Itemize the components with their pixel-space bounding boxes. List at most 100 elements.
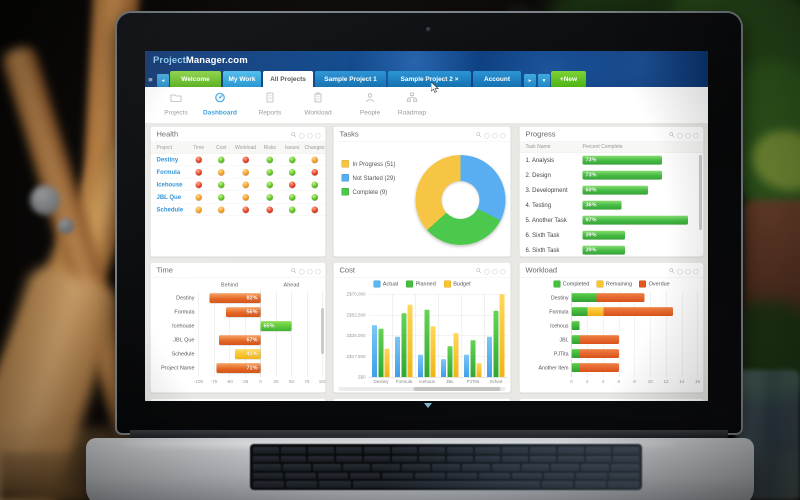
key bbox=[574, 481, 606, 488]
axis-tick: 75 bbox=[304, 379, 310, 384]
panel-option-icon[interactable] bbox=[307, 268, 313, 275]
new-button[interactable]: +New bbox=[551, 71, 586, 87]
search-icon[interactable] bbox=[669, 131, 675, 140]
table-row: 6. Sixth Task 39% bbox=[520, 243, 700, 257]
panel-option-icon[interactable] bbox=[492, 132, 498, 139]
time-bar: 82% bbox=[209, 293, 261, 303]
project-link[interactable]: Destiny bbox=[156, 156, 179, 163]
panel-title: Cost bbox=[339, 266, 355, 275]
health-table: Project Time Cost Workload Risks Issues Change… bbox=[150, 142, 326, 257]
scrollbar-thumb[interactable] bbox=[413, 387, 501, 391]
table-row: 6. Sixth Task 39% bbox=[520, 228, 700, 243]
tab-welcome[interactable]: Welcome bbox=[170, 71, 221, 87]
tab-account[interactable]: Account bbox=[473, 71, 521, 87]
panel-option-icon[interactable] bbox=[315, 132, 321, 139]
app-header: ProjectManager.com ≡ ◂ Welcome My Work All P… bbox=[145, 51, 708, 87]
cost-bar-actual bbox=[372, 325, 377, 377]
category-label: Icehous bbox=[550, 323, 569, 329]
tab-scroll-left-button[interactable]: ◂ bbox=[157, 74, 169, 87]
panel-option-icon[interactable] bbox=[299, 132, 305, 139]
table-row: Destiny bbox=[150, 154, 326, 166]
task-name: 6. Sixth Task bbox=[525, 231, 560, 239]
workload-bar-overdue bbox=[596, 293, 645, 302]
axis-tick: 14 bbox=[679, 379, 685, 384]
status-cell bbox=[281, 206, 304, 213]
key bbox=[530, 455, 556, 463]
panel-option-icon[interactable] bbox=[693, 132, 699, 139]
scroll-down-icon[interactable] bbox=[424, 403, 432, 408]
menu-icon[interactable]: ≡ bbox=[148, 75, 153, 85]
toolbar-item-dashboard[interactable]: Dashboard bbox=[197, 92, 243, 116]
panel-option-icon[interactable] bbox=[484, 268, 490, 275]
toolbar-item-reports[interactable]: Reports bbox=[247, 92, 293, 116]
panel-option-icon[interactable] bbox=[500, 268, 506, 275]
search-icon[interactable] bbox=[291, 267, 297, 276]
search-icon[interactable] bbox=[476, 131, 482, 140]
panel-option-icon[interactable] bbox=[299, 268, 305, 275]
panel-option-icon[interactable] bbox=[693, 268, 699, 275]
status-dot-orange bbox=[218, 168, 225, 176]
roadmap-icon bbox=[406, 92, 418, 106]
workload-bar-completed bbox=[571, 307, 588, 316]
tab-dropdown-button[interactable]: ▾ bbox=[538, 74, 550, 87]
keyboard-row bbox=[253, 464, 639, 471]
panel-option-icon[interactable] bbox=[307, 132, 313, 139]
toolbar-item-roadmap[interactable]: Roadmap bbox=[389, 92, 435, 116]
key bbox=[414, 472, 445, 480]
tab-scroll-right-button[interactable]: ▸ bbox=[524, 74, 536, 87]
legend-item: Actual bbox=[373, 280, 398, 288]
panel-title: Tasks bbox=[339, 130, 359, 139]
gridline bbox=[245, 291, 246, 377]
vertical-scrollbar[interactable] bbox=[699, 155, 702, 230]
panel-option-icon[interactable] bbox=[500, 132, 506, 139]
project-link[interactable]: Icehouse bbox=[156, 181, 183, 188]
panel-option-icon[interactable] bbox=[315, 268, 321, 275]
toolbar-item-projects[interactable]: Projects bbox=[153, 92, 199, 116]
status-dot-green bbox=[311, 181, 318, 188]
key bbox=[419, 455, 446, 463]
search-icon[interactable] bbox=[476, 267, 482, 276]
foliage-leaf bbox=[741, 116, 800, 204]
panel-option-icon[interactable] bbox=[677, 132, 683, 139]
legend-item: Remaining bbox=[596, 280, 633, 288]
axis-tick: -75 bbox=[210, 379, 218, 384]
lamp-knob bbox=[58, 218, 74, 234]
tab-sample-project-2-[interactable]: Sample Project 2 × bbox=[388, 71, 471, 87]
gridline bbox=[229, 291, 230, 377]
panel-option-icon[interactable] bbox=[685, 132, 691, 139]
health-header-row: Project Time Cost Workload Risks Issues Change… bbox=[150, 142, 326, 154]
panel-option-icon[interactable] bbox=[677, 268, 683, 275]
tab-all-projects[interactable]: All Projects bbox=[263, 71, 313, 87]
legend-item: Budget bbox=[443, 280, 471, 288]
key bbox=[352, 481, 540, 488]
toolbar-item-people[interactable]: People bbox=[347, 92, 393, 116]
status-dot-orange bbox=[242, 193, 249, 201]
panel-option-icon[interactable] bbox=[685, 268, 691, 275]
status-cell bbox=[259, 156, 282, 163]
search-icon[interactable] bbox=[291, 131, 297, 140]
tab-sample-project-1[interactable]: Sample Project 1 bbox=[315, 71, 386, 87]
project-link[interactable]: Schedule bbox=[156, 206, 184, 213]
project-link[interactable]: JBL Que bbox=[156, 193, 182, 201]
search-icon[interactable] bbox=[669, 267, 675, 276]
progress-column-header: Percent Complete bbox=[582, 144, 623, 150]
panel-option-icon[interactable] bbox=[492, 268, 498, 275]
legend-label: Remaining bbox=[605, 281, 633, 287]
status-cell bbox=[188, 206, 211, 213]
workload-bar-completed bbox=[571, 321, 580, 330]
vertical-scrollbar[interactable] bbox=[321, 308, 324, 354]
project-link[interactable]: Formula bbox=[156, 168, 181, 176]
progress-bar-label: 39% bbox=[585, 232, 597, 238]
table-row: 2. Design 73% bbox=[520, 168, 700, 183]
key bbox=[391, 447, 418, 454]
toolbar-item-workload[interactable]: Workload bbox=[295, 92, 341, 116]
progress-header-row: Task Name Percent Complete bbox=[519, 142, 704, 153]
status-cell bbox=[281, 156, 304, 163]
progress-bar: 97% bbox=[582, 215, 688, 225]
panel-option-icon[interactable] bbox=[484, 132, 490, 139]
gridline bbox=[634, 291, 635, 377]
status-cell bbox=[259, 168, 282, 176]
status-cell bbox=[304, 206, 326, 213]
tab-my-work[interactable]: My Work bbox=[223, 71, 261, 87]
